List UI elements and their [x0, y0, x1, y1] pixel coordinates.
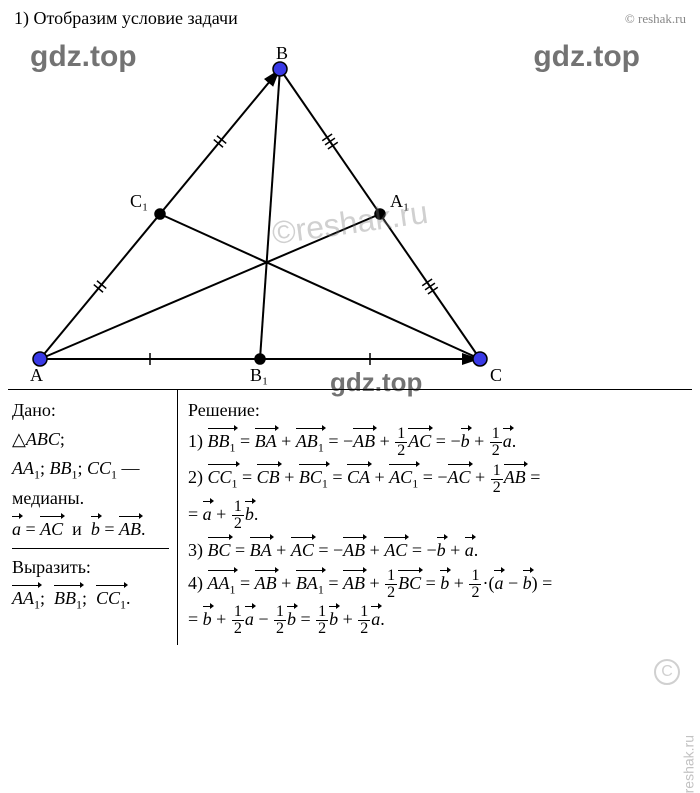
given-line-1: △ABC;	[12, 425, 169, 454]
given-column: Дано: △ABC; AA1; BB1; CC1 — медианы. a =…	[8, 390, 178, 645]
watermark-side: reshak.ru	[680, 735, 696, 793]
solution-line-1: 1) BB1 = BA + AB1 = −AB + 12AC = −b + 12…	[188, 425, 688, 459]
solution-line-3: 3) BC = BA + AC = −AB + AC = −b + a.	[188, 534, 688, 565]
svg-text:B₁: B₁	[250, 365, 268, 385]
given-line-3: медианы.	[12, 484, 169, 513]
solution-column: Решение: 1) BB1 = BA + AB1 = −AB + 12AC …	[178, 390, 692, 645]
solution-line-2b: = a + 12b.	[188, 498, 688, 532]
svg-text:C: C	[490, 365, 502, 385]
copyright-badge: C	[654, 659, 680, 685]
solution-line-4b: = b + 12a − 12b = 12b + 12a.	[188, 603, 688, 637]
given-line-4: a = AC и b = AB.	[12, 513, 169, 544]
triangle-diagram: ABCA₁B₁C₁ ©reshak.ru gdz.top	[0, 29, 700, 389]
diagram-svg: A B C A₁ B₁ C₁	[0, 29, 700, 389]
solution-title: Решение:	[188, 396, 688, 425]
attribution-text: © reshak.ru	[625, 11, 686, 27]
svg-text:C₁: C₁	[130, 191, 148, 211]
express-line: AA1; BB1; CC1.	[12, 582, 169, 615]
step-title: 1) Отобразим условие задачи	[14, 8, 238, 29]
solution-line-4: 4) AA1 = AB + BA1 = AB + 12BC = b + 12·(…	[188, 567, 688, 601]
solution-line-2: 2) CC1 = CB + BC1 = CA + AC1 = −AC + 12A…	[188, 461, 688, 495]
given-title: Дано:	[12, 396, 169, 425]
solution-block: Дано: △ABC; AA1; BB1; CC1 — медианы. a =…	[8, 389, 692, 645]
svg-text:A: A	[30, 365, 43, 385]
express-title: Выразить:	[12, 553, 169, 582]
svg-text:A₁: A₁	[390, 191, 409, 211]
svg-text:B: B	[276, 43, 288, 63]
given-line-2: AA1; BB1; CC1 —	[12, 454, 169, 485]
